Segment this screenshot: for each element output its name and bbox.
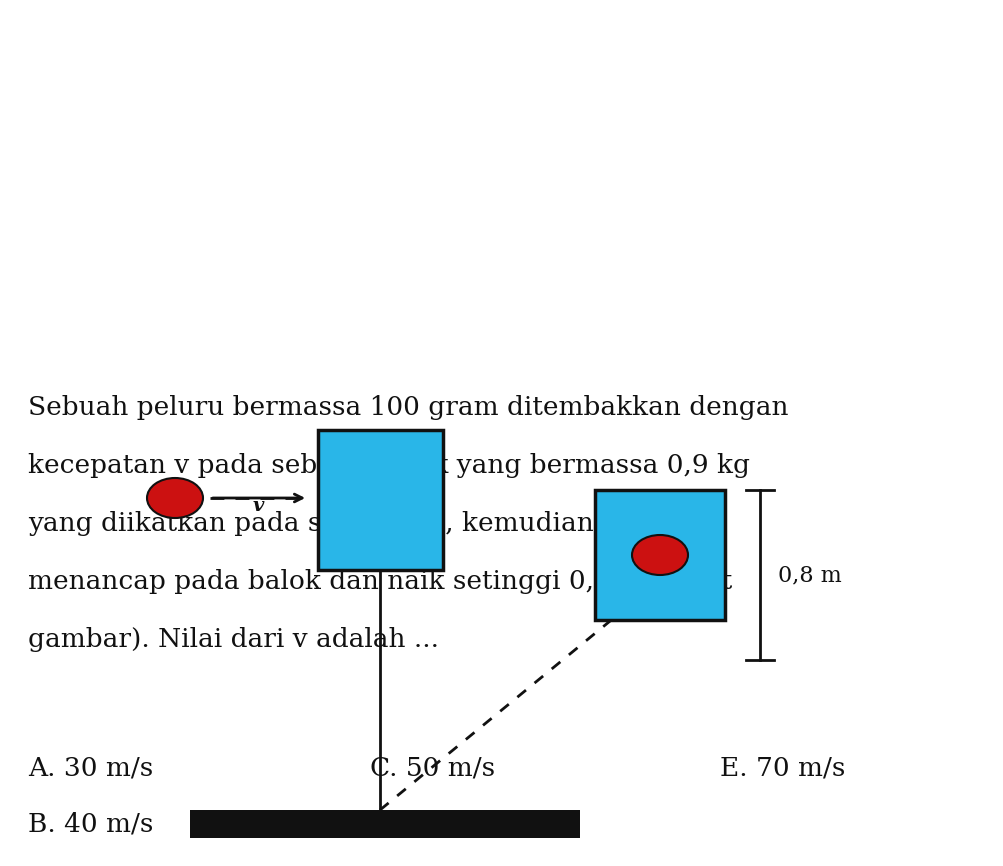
Text: E. 70 m/s: E. 70 m/s	[719, 756, 845, 781]
Text: yang diikatkan pada seutas tali, kemudian peluru: yang diikatkan pada seutas tali, kemudia…	[28, 511, 689, 536]
Bar	[595, 490, 724, 620]
Text: kecepatan v pada sebuah balok yang bermassa 0,9 kg: kecepatan v pada sebuah balok yang berma…	[28, 453, 749, 478]
Text: Sebuah peluru bermassa 100 gram ditembakkan dengan: Sebuah peluru bermassa 100 gram ditembak…	[28, 395, 787, 420]
Text: menancap pada balok dan naik setinggi 0,8 m (Lihat: menancap pada balok dan naik setinggi 0,…	[28, 569, 731, 594]
Text: D. 60 m/s: D. 60 m/s	[370, 811, 495, 836]
Text: v: v	[252, 497, 264, 515]
Ellipse shape	[146, 478, 203, 518]
Text: B. 40 m/s: B. 40 m/s	[28, 811, 153, 836]
Ellipse shape	[631, 535, 687, 575]
Text: 0,8 m: 0,8 m	[777, 564, 841, 586]
Text: gambar). Nilai dari v adalah ...: gambar). Nilai dari v adalah ...	[28, 627, 438, 652]
Bar	[190, 810, 580, 838]
Text: A. 30 m/s: A. 30 m/s	[28, 756, 153, 781]
Bar	[318, 430, 442, 570]
Text: C. 50 m/s: C. 50 m/s	[370, 756, 494, 781]
